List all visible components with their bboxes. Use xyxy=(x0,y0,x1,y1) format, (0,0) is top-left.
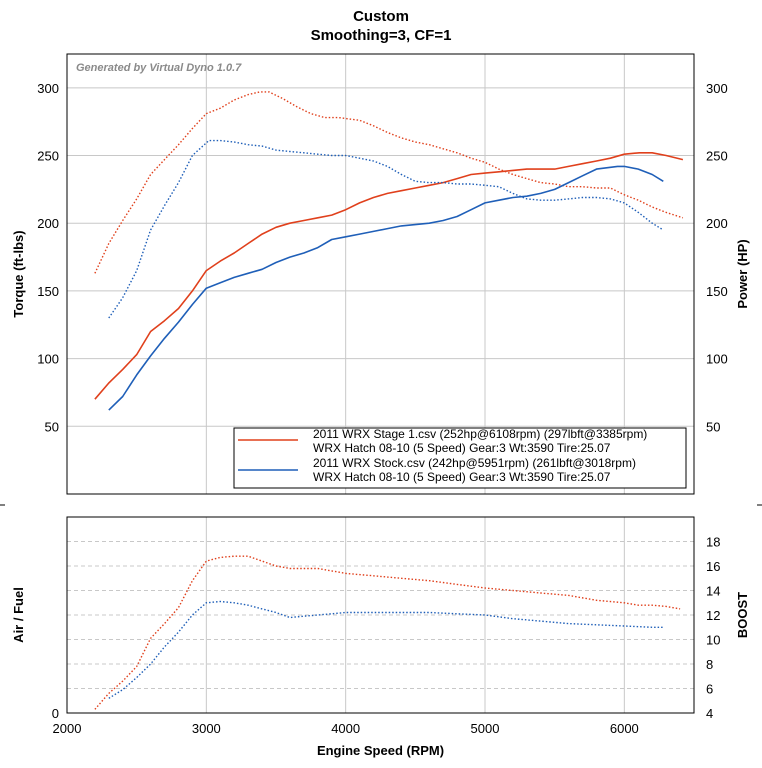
y2-tick-label: 6 xyxy=(706,682,713,697)
x-tick-label: 2000 xyxy=(53,721,82,736)
x-tick-label: 4000 xyxy=(331,721,360,736)
x-tick-label: 6000 xyxy=(610,721,639,736)
y-tick-label: 250 xyxy=(37,149,59,164)
y2-tick-label: 200 xyxy=(706,216,728,231)
legend: 2011 WRX Stage 1.csv (252hp@6108rpm) (29… xyxy=(233,427,687,489)
y-tick-label: 0 xyxy=(52,706,59,721)
y-tick-label: 150 xyxy=(37,284,59,299)
x-tick-label: 3000 xyxy=(192,721,221,736)
y2-tick-label: 50 xyxy=(706,419,720,434)
x-axis-label: Engine Speed (RPM) xyxy=(317,743,444,758)
y2-tick-label: 100 xyxy=(706,352,728,367)
plot-frame xyxy=(66,516,695,714)
y2-axis-label: Power (HP) xyxy=(735,239,750,308)
series-line-top-0-torque-dotted xyxy=(94,91,684,274)
series-line-top-1-power-solid xyxy=(94,152,684,400)
y-axis-label: Torque (ft-lbs) xyxy=(11,230,26,317)
series-line-top-3-power-solid xyxy=(108,165,664,411)
y-tick-label: 300 xyxy=(37,81,59,96)
y2-tick-label: 4 xyxy=(706,706,713,721)
legend-entry-stage1: 2011 WRX Stage 1.csv (252hp@6108rpm) (29… xyxy=(313,427,647,441)
generated-by-watermark: Generated by Virtual Dyno 1.0.7 xyxy=(76,62,242,74)
y2-tick-label: 18 xyxy=(706,535,720,550)
y2-tick-label: 8 xyxy=(706,657,713,672)
y2-tick-label: 150 xyxy=(706,284,728,299)
y2-tick-label: 300 xyxy=(706,81,728,96)
y2-tick-label: 250 xyxy=(706,149,728,164)
y2-axis-label: BOOST xyxy=(735,592,750,638)
y2-tick-label: 14 xyxy=(706,584,720,599)
y-tick-label: 200 xyxy=(37,216,59,231)
y-tick-label: 50 xyxy=(45,419,59,434)
y-axis-label: Air / Fuel xyxy=(11,587,26,643)
legend-entry-stage1-detail: WRX Hatch 08-10 (5 Speed) Gear:3 Wt:3590… xyxy=(313,441,611,455)
y-tick-label: 100 xyxy=(37,352,59,367)
torque-power-plot: 50 100 150 200 250 300 50 100 150 200 250 300 Torque… xyxy=(11,53,750,495)
legend-entry-stock: 2011 WRX Stock.csv (242hp@5951rpm) (261l… xyxy=(313,456,636,470)
y2-tick-label: 10 xyxy=(706,633,720,648)
series-line-bot-0-boost-dotted xyxy=(94,555,681,710)
x-tick-label: 5000 xyxy=(471,721,500,736)
y2-tick-label: 12 xyxy=(706,608,720,623)
legend-entry-stock-detail: WRX Hatch 08-10 (5 Speed) Gear:3 Wt:3590… xyxy=(313,470,611,484)
chart-title: Custom xyxy=(353,8,409,25)
plot-frame xyxy=(66,53,695,495)
y2-tick-label: 16 xyxy=(706,559,720,574)
series-line-bot-1-boost-dotted xyxy=(108,600,664,699)
legend-box xyxy=(233,427,687,489)
chart-subtitle: Smoothing=3, CF=1 xyxy=(310,27,452,44)
boost-plot: 0 4 6 8 10 12 14 16 18 2000 3000 4000 5000 6000 Engine… xyxy=(11,516,750,758)
